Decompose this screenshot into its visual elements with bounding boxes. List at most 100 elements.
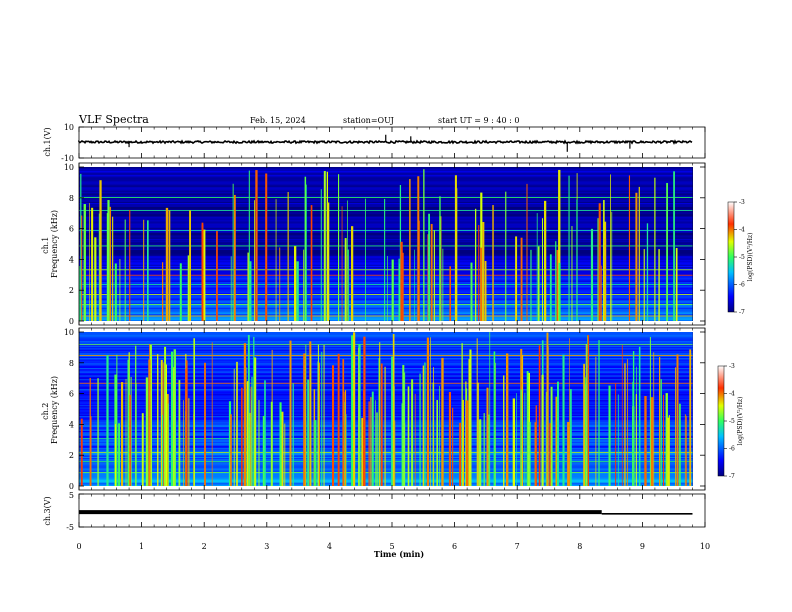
spectrogram-band	[79, 242, 693, 244]
spectrogram-streak	[667, 417, 670, 486]
spectrogram-streak	[505, 191, 507, 321]
ch2-spectrogram-image	[79, 332, 693, 486]
spectrogram-streak	[171, 351, 174, 486]
spectrogram-streak	[292, 383, 294, 486]
spectrogram-band	[79, 232, 693, 234]
spectrogram-streak	[130, 377, 132, 486]
spectrogram-streak	[201, 222, 204, 321]
spectrogram-band	[79, 463, 693, 466]
spectrogram-band	[79, 418, 693, 420]
spectrogram-line	[79, 284, 693, 285]
spectrogram-band	[79, 472, 693, 474]
spectrogram-streak	[141, 413, 144, 486]
ch1-spectrogram-ylabel-line1: ch.1	[41, 237, 50, 254]
spectrogram-band	[79, 405, 693, 408]
spectrogram-streak	[135, 345, 137, 486]
spectrogram-band	[79, 429, 693, 431]
spectrogram-streak	[91, 207, 94, 321]
spectrogram-streak	[370, 397, 372, 486]
spectrogram-band	[79, 484, 693, 486]
spectrogram-streak	[544, 200, 547, 321]
spectrogram-streak	[461, 343, 463, 486]
spectrogram-streak	[442, 248, 444, 321]
spectrogram-band	[79, 345, 693, 348]
spectrogram-band	[79, 389, 693, 392]
spectrogram-streak	[127, 359, 130, 486]
spectrogram-streak	[157, 354, 159, 486]
spectrogram-band	[79, 445, 693, 447]
ch3-ytick-bottom: -5	[66, 523, 74, 532]
spectrogram-streak	[486, 387, 489, 486]
spectrogram-streak	[147, 220, 149, 321]
spectrogram-streak	[125, 378, 127, 486]
spectrogram-band	[79, 227, 693, 229]
spectrogram-band	[79, 268, 693, 270]
spectrogram-band	[79, 253, 693, 255]
spectrogram-streak	[124, 219, 126, 321]
spectrogram-streak	[247, 252, 249, 321]
spectrogram-streak	[109, 206, 112, 321]
spectrogram-band	[79, 175, 693, 178]
spectrogram-band	[79, 307, 693, 309]
spectrogram-streak	[610, 174, 611, 321]
spectrogram-streak	[89, 203, 90, 321]
ch2-spectrogram-ylabel-line1: ch.2	[41, 403, 50, 420]
spectrogram-streak	[251, 376, 253, 486]
spectrogram-streak	[310, 205, 313, 321]
spectrogram-band	[79, 311, 693, 313]
spectrogram-band	[79, 373, 693, 376]
spectrogram-band	[79, 244, 693, 247]
spectrogram-streak	[317, 344, 319, 486]
spectrogram-streak	[675, 247, 678, 321]
spectrogram-band	[79, 186, 693, 189]
spectrogram-band	[79, 367, 693, 370]
spectrogram-band	[79, 313, 693, 316]
spectrogram-streak	[317, 361, 319, 486]
spectrogram-streak	[358, 343, 361, 486]
spectrogram-streak	[189, 210, 191, 321]
spectrogram-line	[79, 197, 693, 198]
spectrogram-streak	[576, 199, 578, 321]
spectrogram-streak	[587, 335, 588, 486]
spectrogram-streak	[521, 354, 524, 486]
spectrogram-streak	[469, 349, 472, 486]
spectrogram-streak	[646, 223, 649, 321]
spectrogram-streak	[585, 343, 587, 486]
spectrogram-streak	[430, 223, 433, 321]
spectrogram-band	[79, 336, 693, 339]
spectrogram-streak	[351, 335, 354, 486]
spectrogram-band	[79, 277, 693, 280]
ch1-ytick-top: 10	[64, 123, 74, 132]
spectrogram-streak	[168, 210, 171, 321]
spectrogram-band	[79, 481, 693, 483]
spectrogram-band	[79, 270, 693, 273]
spectrogram-streak	[204, 362, 206, 486]
spectrogram-streak	[351, 226, 354, 321]
spectrogram-band	[79, 282, 693, 285]
spectrogram-streak	[477, 382, 479, 486]
spectrogram-band	[79, 471, 693, 473]
spectrogram-streak	[310, 354, 312, 486]
spectrogram-streak	[296, 261, 299, 321]
spectrogram-band	[79, 295, 693, 297]
spectrogram-line	[79, 210, 693, 211]
spectrogram-streak	[287, 191, 289, 321]
spectrogram-streak	[658, 249, 660, 321]
spectrogram-band	[79, 423, 693, 425]
spectrogram-band	[79, 377, 693, 380]
spectrogram-streak	[114, 263, 117, 321]
spectrogram-band	[79, 194, 693, 196]
spectrogram-band	[79, 228, 693, 231]
spectrogram-band	[79, 183, 693, 185]
spectrogram-band	[79, 349, 693, 351]
spectrogram-streak	[384, 198, 386, 321]
spectrogram-streak	[344, 238, 347, 321]
spectrogram-band	[79, 343, 693, 345]
spectrogram-streak	[254, 357, 257, 486]
spectrogram-band	[79, 335, 693, 338]
spectrogram-streak	[107, 200, 110, 321]
spectrogram-band	[79, 371, 693, 373]
spectrogram-streak	[503, 375, 505, 486]
spectrogram-streak	[417, 176, 420, 321]
spectrogram-band	[79, 482, 693, 484]
